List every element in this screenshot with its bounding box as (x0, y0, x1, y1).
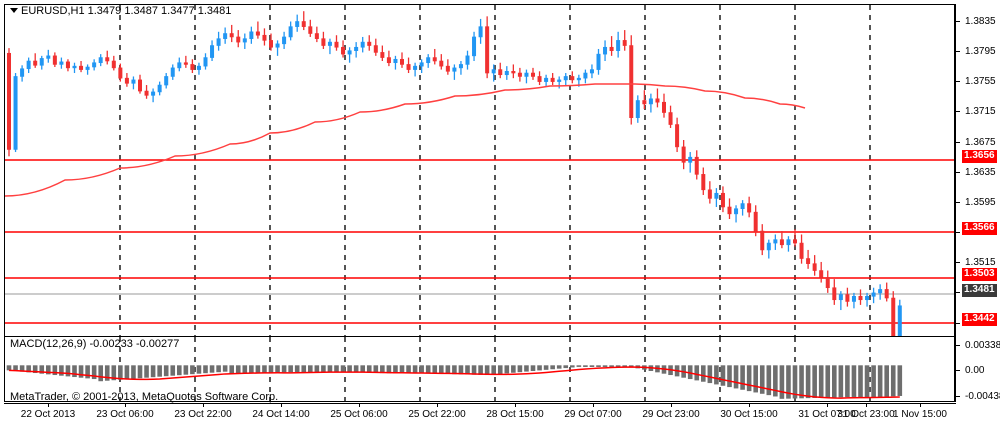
price-tick-label: 1.3755 (965, 76, 996, 87)
time-tick-mark (515, 403, 516, 407)
chart-title-bar[interactable]: EURUSD,H1 1.3479 1.3487 1.3477 1.3481 (10, 5, 231, 17)
time-tick-label: 23 Oct 06:00 (96, 409, 154, 420)
time-tick-label: 29 Oct 07:00 (564, 409, 622, 420)
time-tick-label: 25 Oct 22:00 (408, 409, 466, 420)
page-title: EURUSD,H1 1.3479 1.3487 1.3477 1.3481 (21, 5, 232, 17)
time-tick-label: 30 Oct 15:00 (720, 409, 778, 420)
time-tick-mark (203, 403, 204, 407)
price-tick-mark (956, 292, 960, 293)
price-tick-mark (956, 323, 960, 324)
price-tick-label: 1.3635 (965, 167, 996, 178)
price-level-tag[interactable]: 1.3442 (962, 313, 997, 326)
time-tick-label: 1 Nov 15:00 (893, 409, 947, 420)
time-tick-mark (866, 403, 867, 407)
time-tick-label: 29 Oct 23:00 (642, 409, 700, 420)
price-tick-mark (956, 172, 960, 173)
price-scale[interactable]: 1.3835 1.3795 1.3755 1.3715 1.3675 1.3635 1.35… (956, 0, 1000, 424)
time-tick-mark (827, 403, 828, 407)
price-pane[interactable] (5, 5, 955, 336)
time-tick-label: 28 Oct 15:00 (486, 409, 544, 420)
macd-indicator-label: MACD(12,26,9) -0.00233 -0.00277 (10, 338, 180, 350)
time-tick-label: 23 Oct 22:00 (174, 409, 232, 420)
price-tick-label: 1.3515 (965, 257, 996, 268)
price-tick-mark (956, 232, 960, 233)
macd-tick-mark (956, 396, 960, 397)
macd-tick-mark (956, 345, 960, 346)
time-tick-mark (48, 403, 49, 407)
price-tick-mark (956, 262, 960, 263)
price-tick-mark (956, 142, 960, 143)
time-tick-mark (281, 403, 282, 407)
price-tick-mark (956, 21, 960, 22)
pane-divider (5, 336, 955, 337)
time-tick-label: 25 Oct 06:00 (330, 409, 388, 420)
macd-tick-label: 0.00 (965, 365, 985, 376)
macd-tick-label: 0.00338 (965, 340, 1000, 351)
time-scale-line (4, 403, 956, 404)
time-tick-label: 31 Oct 23:00 (837, 409, 895, 420)
price-chart-svg (5, 5, 955, 336)
macd-tick-mark (956, 370, 960, 371)
price-tick-mark (956, 202, 960, 203)
time-tick-mark (749, 403, 750, 407)
time-tick-label: 31 Oct 07:00 (798, 409, 856, 420)
price-tick-mark (956, 111, 960, 112)
time-tick-mark (593, 403, 594, 407)
macd-chart-svg (6, 337, 903, 402)
price-tick-label: 1.3795 (965, 46, 996, 57)
current-price-tag[interactable]: 1.3481 (962, 284, 997, 297)
time-tick-label: 22 Oct 2013 (20, 409, 76, 420)
copyright-text: MetaTrader, © 2001-2013, MetaQuotes Soft… (10, 391, 279, 403)
price-level-tag[interactable]: 1.3656 (962, 150, 997, 163)
price-tick-label: 1.3595 (965, 197, 996, 208)
time-scale[interactable]: 22 Oct 2013 23 Oct 06:00 23 Oct 22:00 24 Oc… (0, 403, 956, 424)
time-tick-mark (437, 403, 438, 407)
time-tick-mark (125, 403, 126, 407)
price-tick-label: 1.3835 (965, 16, 996, 27)
time-tick-label: 24 Oct 14:00 (252, 409, 310, 420)
price-level-tag[interactable]: 1.3566 (962, 222, 997, 235)
price-level-tag[interactable]: 1.3503 (962, 268, 997, 281)
axis-separator (955, 4, 956, 402)
triangle-down-icon[interactable] (10, 7, 18, 13)
time-tick-mark (359, 403, 360, 407)
macd-pane[interactable] (5, 337, 955, 402)
price-tick-mark (956, 81, 960, 82)
time-tick-mark (920, 403, 921, 407)
price-tick-mark (956, 51, 960, 52)
macd-tick-label: -0.00438 (965, 391, 1000, 402)
time-tick-mark (671, 403, 672, 407)
price-tick-label: 1.3675 (965, 137, 996, 148)
price-tick-label: 1.3715 (965, 106, 996, 117)
